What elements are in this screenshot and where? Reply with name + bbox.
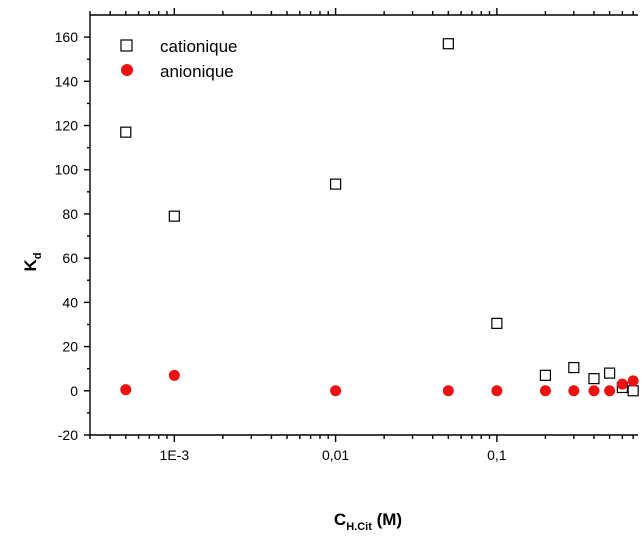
x-tick-label: 0,01 bbox=[322, 447, 349, 463]
point-cationique bbox=[627, 385, 639, 397]
point-cationique bbox=[120, 126, 132, 138]
x-axis-title-main: C bbox=[334, 510, 346, 529]
y-tick-label: -20 bbox=[58, 427, 78, 443]
point-cationique bbox=[168, 210, 180, 222]
y-tick-label: 160 bbox=[55, 29, 79, 45]
legend-marker-cationique bbox=[120, 39, 133, 52]
y-tick-label: 100 bbox=[55, 162, 79, 178]
legend-label-cationique: cationique bbox=[160, 37, 238, 56]
x-tick-label: 0,1 bbox=[487, 447, 507, 463]
y-tick-label: 20 bbox=[62, 339, 78, 355]
point-cationique bbox=[568, 361, 580, 374]
y-tick-label: 120 bbox=[55, 118, 79, 134]
point-cationique bbox=[491, 317, 503, 329]
y-tick-label: 0 bbox=[70, 383, 78, 399]
y-tick-label: 80 bbox=[62, 206, 78, 222]
point-anionique bbox=[168, 369, 180, 381]
x-axis-title-unit: (M) bbox=[372, 510, 402, 529]
y-tick-label: 60 bbox=[62, 250, 78, 266]
y-axis-title-sub: d bbox=[32, 252, 44, 259]
point-cationique bbox=[442, 38, 454, 50]
point-cationique bbox=[539, 369, 552, 381]
point-cationique bbox=[330, 178, 342, 190]
legend-marker-anionique bbox=[121, 64, 133, 76]
point-anionique bbox=[604, 385, 616, 397]
point-anionique bbox=[627, 375, 639, 387]
x-tick-label: 1E-3 bbox=[160, 447, 190, 463]
legend: cationique anionique bbox=[120, 37, 238, 81]
point-anionique bbox=[330, 385, 342, 397]
point-anionique bbox=[616, 378, 628, 390]
legend-label-anionique: anionique bbox=[160, 62, 234, 81]
point-anionique bbox=[588, 385, 600, 397]
point-anionique bbox=[120, 384, 132, 396]
y-tick-label: 40 bbox=[62, 294, 78, 310]
svg-text:CH.Cit (M): CH.Cit (M) bbox=[334, 510, 402, 533]
plot-axes: -20 0 20 40 60 80 100 120 140 160 1E-3 0,01 0,1 bbox=[55, 8, 638, 463]
y-axis-title: Kd bbox=[21, 252, 44, 271]
y-axis-title-main: K bbox=[21, 259, 40, 272]
y-tick-label: 140 bbox=[55, 73, 79, 89]
point-anionique bbox=[442, 385, 454, 397]
point-cationique bbox=[604, 367, 616, 379]
x-axis-title-sub: H.Cit bbox=[346, 521, 372, 533]
data-marks bbox=[120, 38, 639, 397]
point-anionique bbox=[539, 385, 551, 397]
point-cationique bbox=[588, 373, 600, 385]
point-anionique bbox=[568, 385, 580, 397]
point-anionique bbox=[491, 385, 503, 397]
x-axis-title: CH.Cit (M) bbox=[334, 510, 402, 533]
svg-text:Kd: Kd bbox=[21, 252, 44, 271]
